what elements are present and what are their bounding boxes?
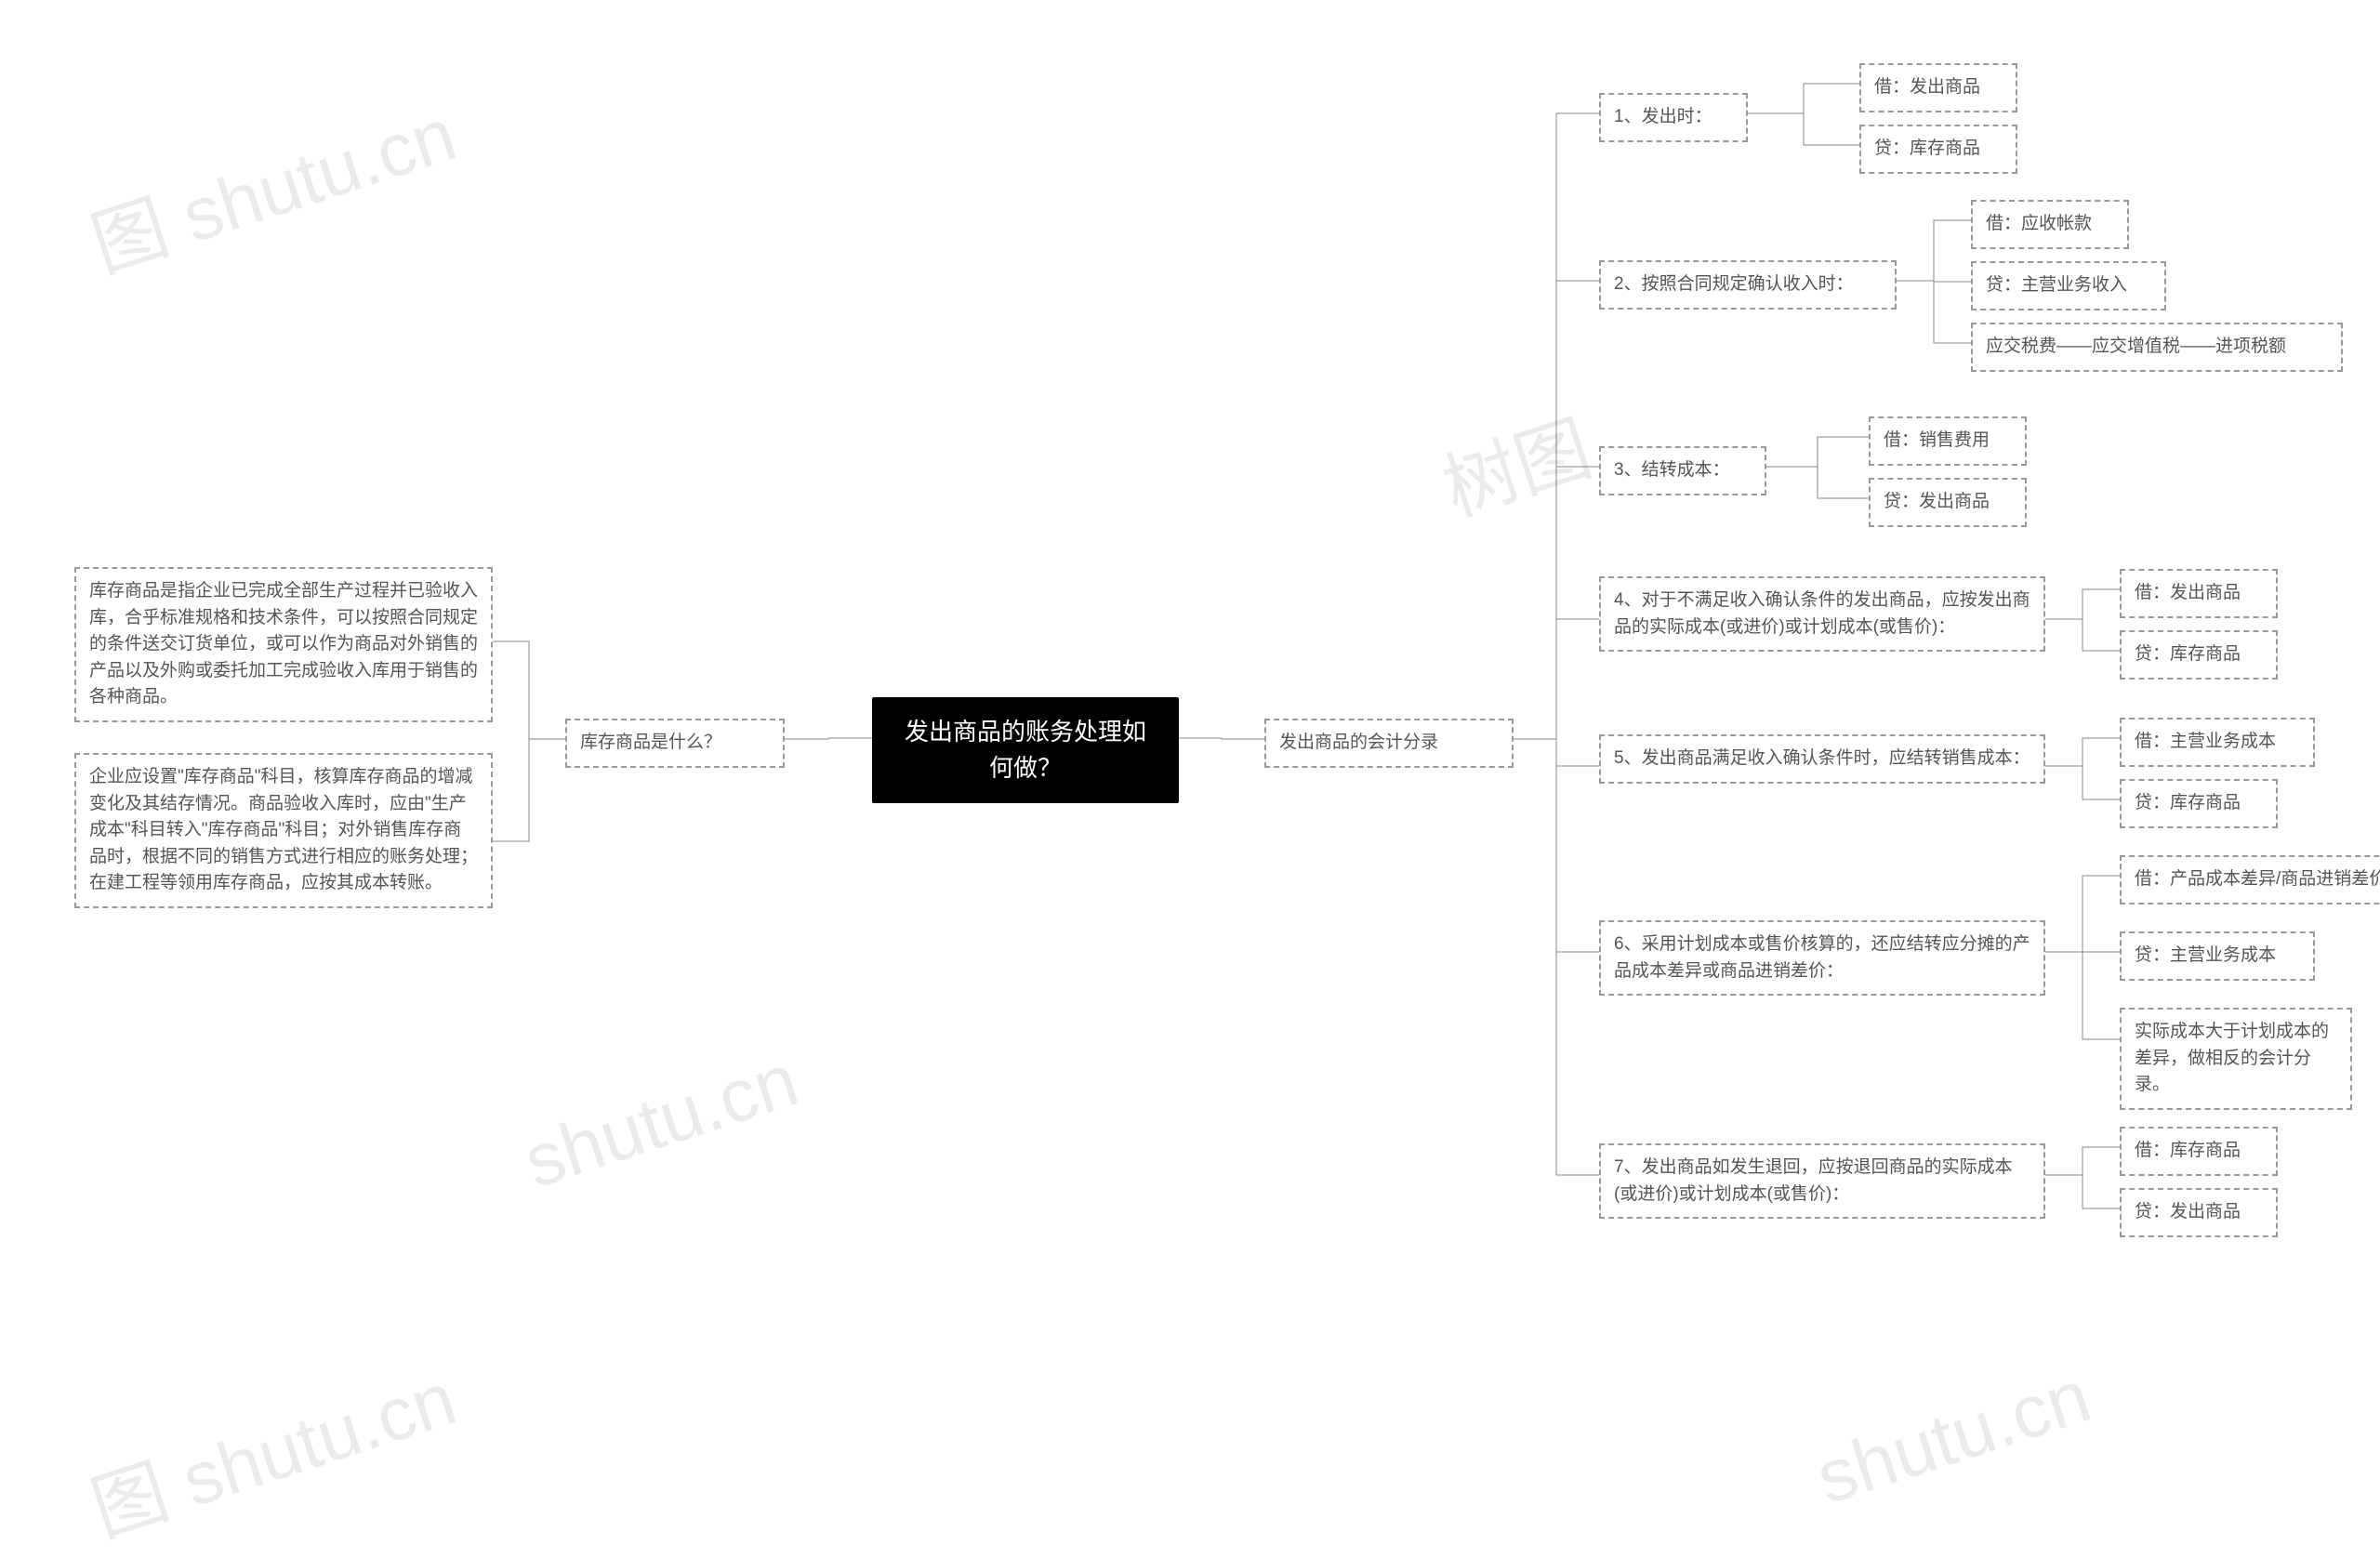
right-leaf: 借：销售费用 [1869, 416, 2027, 466]
right-leaf: 借：主营业务成本 [2120, 718, 2315, 767]
right-group: 5、发出商品满足收入确认条件时，应结转销售成本： [1599, 734, 2045, 784]
right-branch: 发出商品的会计分录 [1264, 719, 1514, 768]
left-branch: 库存商品是什么？ [565, 719, 785, 768]
right-group: 1、发出时： [1599, 93, 1748, 142]
right-leaf: 借：库存商品 [2120, 1127, 2278, 1176]
right-leaf: 贷：库存商品 [2120, 779, 2278, 828]
right-leaf: 贷：发出商品 [1869, 478, 2027, 527]
left-leaf: 企业应设置"库存商品"科目，核算库存商品的增减变化及其结存情况。商品验收入库时，… [74, 753, 493, 908]
right-group: 2、按照合同规定确认收入时： [1599, 260, 1897, 310]
right-leaf: 贷：库存商品 [1859, 125, 2017, 174]
right-leaf: 实际成本大于计划成本的差异，做相反的会计分录。 [2120, 1008, 2352, 1110]
right-branch-label: 发出商品的会计分录 [1279, 733, 1438, 752]
right-leaf: 贷：主营业务成本 [2120, 931, 2315, 981]
right-leaf: 借：产品成本差异/商品进销差价 [2120, 855, 2380, 904]
right-group: 6、采用计划成本或售价核算的，还应结转应分摊的产品成本差异或商品进销差价： [1599, 920, 2045, 996]
left-branch-label: 库存商品是什么？ [580, 733, 721, 752]
right-leaf: 借：发出商品 [1859, 63, 2017, 112]
right-group: 4、对于不满足收入确认条件的发出商品，应按发出商品的实际成本(或进价)或计划成本… [1599, 576, 2045, 652]
root-node: 发出商品的账务处理如何做？ [872, 697, 1179, 803]
left-leaf: 库存商品是指企业已完成全部生产过程并已验收入库，合乎标准规格和技术条件，可以按照… [74, 567, 493, 722]
right-group: 3、结转成本： [1599, 446, 1766, 495]
right-leaf: 借：应收帐款 [1971, 200, 2129, 249]
right-leaf: 应交税费——应交增值税——进项税额 [1971, 323, 2343, 372]
right-leaf: 贷：发出商品 [2120, 1188, 2278, 1237]
right-leaf: 贷：主营业务收入 [1971, 261, 2166, 310]
right-group: 7、发出商品如发生退回，应按退回商品的实际成本(或进价)或计划成本(或售价)： [1599, 1143, 2045, 1219]
root-label: 发出商品的账务处理如何做？ [905, 718, 1146, 782]
right-leaf: 贷：库存商品 [2120, 630, 2278, 680]
right-leaf: 借：发出商品 [2120, 569, 2278, 618]
